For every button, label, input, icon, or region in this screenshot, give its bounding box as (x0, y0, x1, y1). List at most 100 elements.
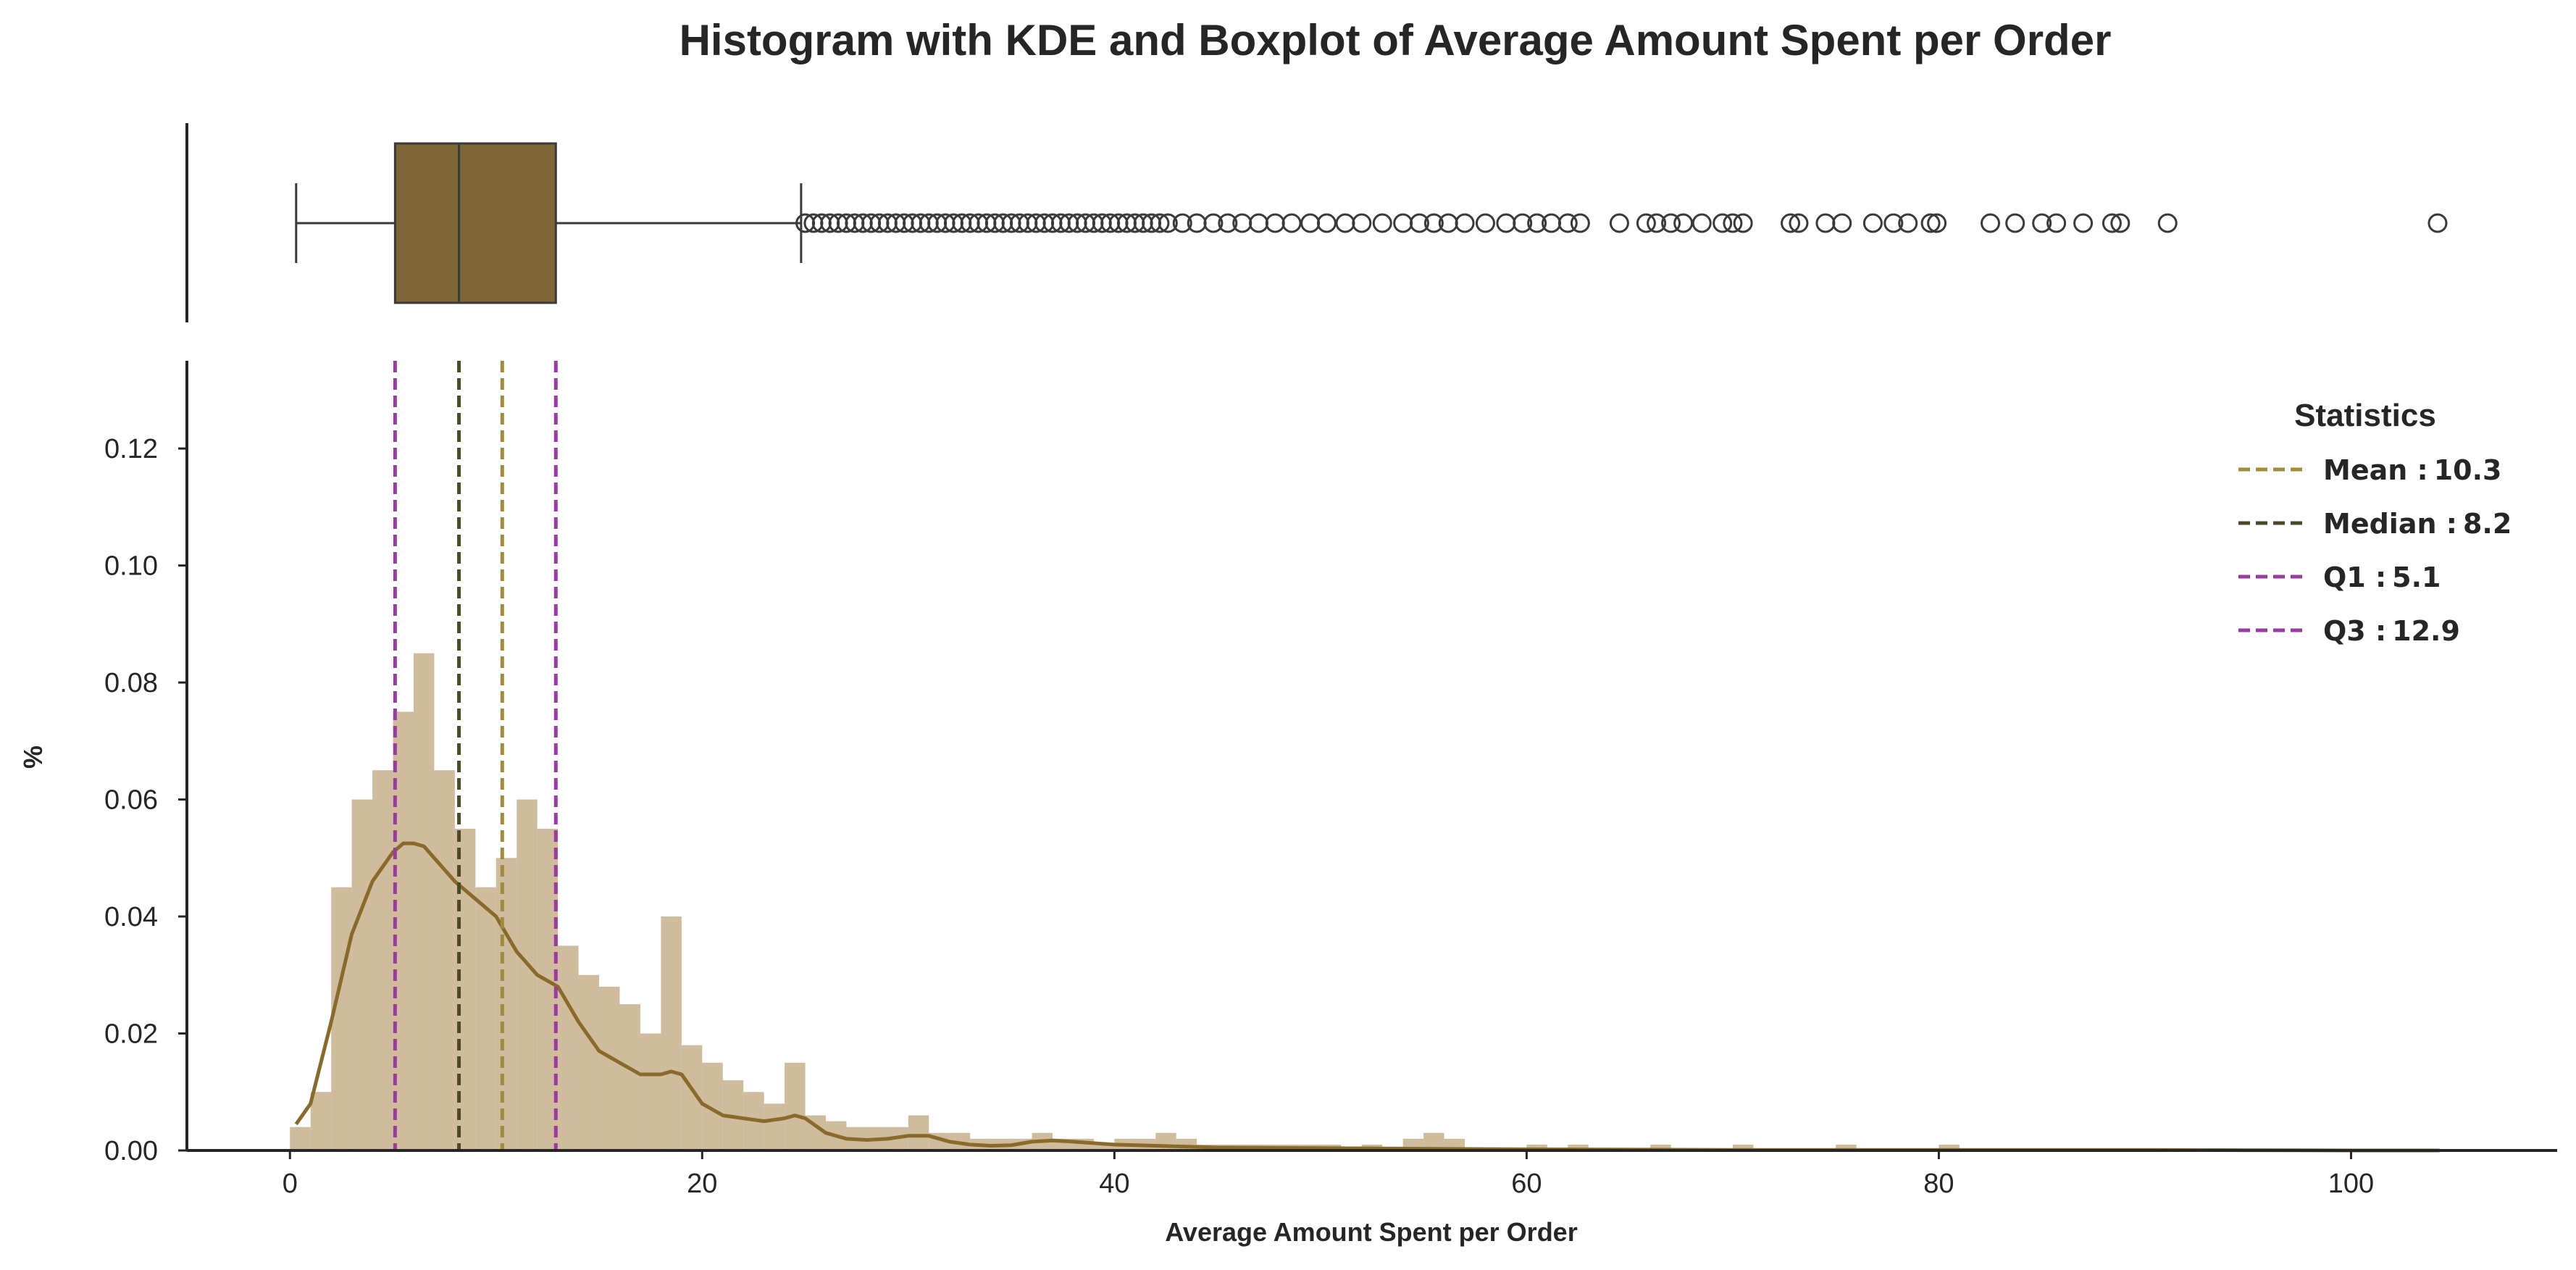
boxplot-outlier (1527, 213, 1547, 233)
histogram-bar (310, 1092, 332, 1150)
boxplot-outlier (1557, 213, 1578, 233)
boxplot-panel (185, 123, 2448, 322)
y-tick-label: 0.02 (104, 1019, 158, 1050)
boxplot-outlier (1862, 213, 1883, 233)
boxplot-outlier (2157, 213, 2178, 233)
boxplot-outlier (1513, 213, 1533, 233)
x-tick-label: 60 (1511, 1169, 1542, 1199)
boxplot-outlier (1172, 213, 1192, 233)
histogram-bar (1176, 1138, 1197, 1150)
reference-lines (393, 361, 558, 1150)
boxplot-outlier (1713, 213, 1733, 233)
histogram-bar (578, 974, 600, 1150)
boxplot-outlier (1218, 213, 1238, 233)
histogram-bar (495, 858, 517, 1150)
legend-entry-value: 5.1 (2392, 561, 2441, 593)
boxplot-outlier (1570, 213, 1590, 233)
histogram-bar (619, 1004, 640, 1150)
y-axis-title: % (18, 745, 48, 769)
histogram-bar (517, 799, 538, 1150)
kde-curve-group (294, 841, 2440, 1153)
y-tick-label: 0.06 (104, 785, 158, 816)
histogram-bar (785, 1062, 806, 1150)
histogram-bar (351, 799, 373, 1150)
boxplot-outlier (1691, 213, 1712, 233)
boxplot-outlier (2046, 213, 2067, 233)
boxplot-outlier (1832, 213, 1852, 233)
histogram-bar (1836, 1144, 1857, 1150)
y-tick-label: 0.10 (104, 551, 158, 582)
histogram-bar (1568, 1144, 1589, 1150)
boxplot-outlier (2032, 213, 2052, 233)
boxplot-outlier (2102, 213, 2122, 233)
boxplot-outlier (1636, 213, 1656, 233)
legend-title: Statistics (2294, 398, 2436, 433)
histogram-bar (1939, 1144, 1960, 1150)
boxplot-outlier (1265, 213, 1285, 233)
x-tick-label: 80 (1923, 1169, 1954, 1199)
histogram-bar (764, 1103, 785, 1150)
boxplot-outlier (1300, 213, 1321, 233)
x-axis-title: Average Amount Spent per Order (1165, 1217, 1577, 1247)
boxplot-outlier (1898, 213, 1918, 233)
boxplot-outlier (1883, 213, 1904, 233)
legend-entry-label: Mean : (2323, 454, 2428, 486)
boxplot-outlier (1723, 213, 1743, 233)
histogram-bar (1732, 1144, 1754, 1150)
y-tick-label: 0.12 (104, 434, 158, 464)
boxplot-outlier (1781, 213, 1801, 233)
x-tick-label: 0 (283, 1169, 298, 1199)
boxplot-outlier (1281, 213, 1302, 233)
legend-entry-mean: Mean :10.3 (2323, 454, 2501, 486)
kde-curve (294, 841, 2440, 1153)
histogram-bar (558, 945, 579, 1150)
x-tick-label: 40 (1099, 1169, 1129, 1199)
histogram-bar (640, 1033, 661, 1150)
boxplot-outlier (1733, 213, 1753, 233)
boxplot-outlier (1316, 213, 1337, 233)
boxplot-outlier (1249, 213, 1269, 233)
histogram-bar (1650, 1144, 1671, 1150)
boxplot-outlier (1352, 213, 1372, 233)
boxplot-outlier (1423, 213, 1444, 233)
x-tick-label: 20 (687, 1169, 717, 1199)
boxplot-outlier (1496, 213, 1516, 233)
histogram-bar (599, 986, 620, 1150)
boxplot-box (393, 142, 557, 304)
boxplot-outlier (1393, 213, 1413, 233)
histogram-bar (372, 770, 393, 1150)
chart-title: Histogram with KDE and Boxplot of Averag… (679, 16, 2112, 64)
boxplot-outlier (1409, 213, 1429, 233)
boxplot-outlier (1455, 213, 1475, 233)
boxplot-outlier (1609, 213, 1629, 233)
histogram-bar (331, 887, 352, 1150)
boxplot-outlier (1981, 213, 2001, 233)
boxplot-outlier (1372, 213, 1392, 233)
histogram-bar (434, 770, 455, 1150)
boxplot-outlier (1647, 213, 1667, 233)
x-tick-label: 100 (2328, 1169, 2374, 1199)
boxplot-outlier (1158, 213, 1178, 233)
boxplot-outlier (1673, 213, 1694, 233)
histogram-bars (290, 653, 1960, 1150)
legend-entry-value: 12.9 (2392, 615, 2460, 647)
axes: 0 20 40 60 80 100 0.00 0.02 0.04 0.06 0.08 0.10 0.12 (104, 361, 2557, 1199)
legend-entry-label: Q1 : (2323, 561, 2386, 593)
y-tick-label: 0.04 (104, 902, 158, 932)
legend-entry-label: Median : (2323, 508, 2457, 540)
legend-entry-q1: Q1 :5.1 (2323, 561, 2441, 593)
boxplot-outlier (1335, 213, 1355, 233)
legend-entry-value: 10.3 (2434, 454, 2502, 486)
boxplot-outlier (1815, 213, 1836, 233)
boxplot-outlier (1150, 213, 1170, 233)
histogram-bar (475, 887, 496, 1150)
histogram-bar (290, 1127, 311, 1150)
histogram-bar (1093, 1144, 1115, 1150)
y-tick-label: 0.08 (104, 668, 158, 698)
boxplot-outlier (1920, 213, 1941, 233)
boxplot-outlier (2005, 213, 2025, 233)
legend-entry-q3: Q3 :12.9 (2323, 615, 2460, 647)
